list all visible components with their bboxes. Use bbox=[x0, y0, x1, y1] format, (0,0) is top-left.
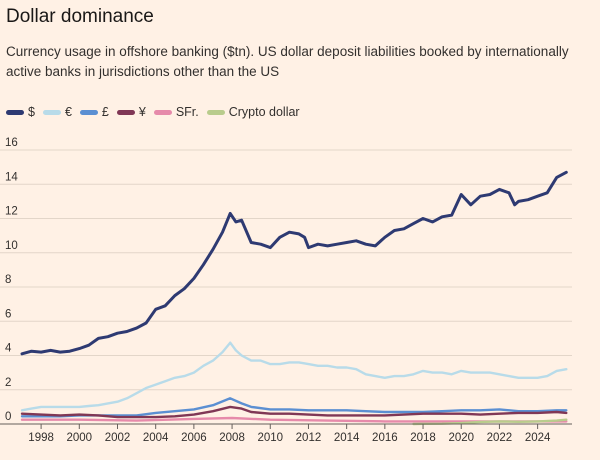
x-tick-label: 2010 bbox=[257, 432, 283, 444]
y-tick-label: 14 bbox=[5, 171, 18, 183]
legend-label: $ bbox=[28, 105, 35, 119]
series-line-2 bbox=[20, 397, 568, 418]
x-tick-label: 2022 bbox=[487, 432, 513, 444]
legend-item: € bbox=[42, 105, 72, 119]
x-tick-label: 2004 bbox=[143, 432, 169, 444]
x-tick-label: 2012 bbox=[296, 432, 322, 444]
y-tick-label: 12 bbox=[5, 206, 18, 218]
y-tick-label: 0 bbox=[5, 411, 11, 423]
legend-swatch bbox=[6, 109, 24, 115]
x-tick-label: 2008 bbox=[219, 432, 245, 444]
x-tick-label: 2014 bbox=[334, 432, 360, 444]
y-tick-label: 10 bbox=[5, 240, 18, 252]
legend-label: £ bbox=[101, 105, 109, 119]
legend-label: Crypto dollar bbox=[228, 105, 300, 119]
y-tick-label: 6 bbox=[5, 308, 11, 320]
series-line-1 bbox=[20, 341, 568, 412]
legend-label: € bbox=[64, 105, 72, 119]
series-line-4 bbox=[20, 416, 568, 423]
legend-swatch bbox=[116, 109, 135, 115]
y-tick-label: 2 bbox=[5, 377, 11, 389]
y-tick-label: 8 bbox=[5, 274, 11, 286]
x-tick-label: 2000 bbox=[66, 432, 92, 444]
legend-item: Crypto dollar bbox=[206, 105, 300, 119]
x-tick-label: 2016 bbox=[372, 432, 398, 444]
x-tick-label: 1998 bbox=[28, 432, 54, 444]
legend-label: ¥ bbox=[138, 105, 146, 119]
x-tick-label: 2024 bbox=[525, 432, 551, 444]
x-tick-label: 2002 bbox=[105, 432, 131, 444]
legend-item: ¥ bbox=[116, 105, 146, 119]
chart-legend: $ € £ ¥ SFr. Crypto dollar bbox=[6, 104, 308, 120]
x-tick-label: 2006 bbox=[181, 432, 207, 444]
legend-item: £ bbox=[79, 105, 109, 119]
y-tick-label: 4 bbox=[5, 343, 12, 355]
series-line-0 bbox=[20, 170, 568, 356]
legend-swatch bbox=[79, 109, 98, 115]
chart-subtitle: Currency usage in offshore banking ($tn)… bbox=[6, 44, 569, 79]
legend-swatch bbox=[153, 109, 172, 115]
legend-label: SFr. bbox=[175, 105, 199, 119]
legend-swatch bbox=[42, 109, 61, 115]
legend-item: SFr. bbox=[153, 105, 199, 119]
legend-swatch bbox=[206, 109, 225, 115]
x-tick-label: 2018 bbox=[410, 432, 436, 444]
series-line-3 bbox=[20, 405, 568, 419]
y-tick-label: 16 bbox=[5, 137, 18, 149]
chart-title: Dollar dominance bbox=[6, 6, 154, 27]
legend-item: $ bbox=[6, 105, 35, 119]
x-tick-label: 2020 bbox=[448, 432, 474, 444]
